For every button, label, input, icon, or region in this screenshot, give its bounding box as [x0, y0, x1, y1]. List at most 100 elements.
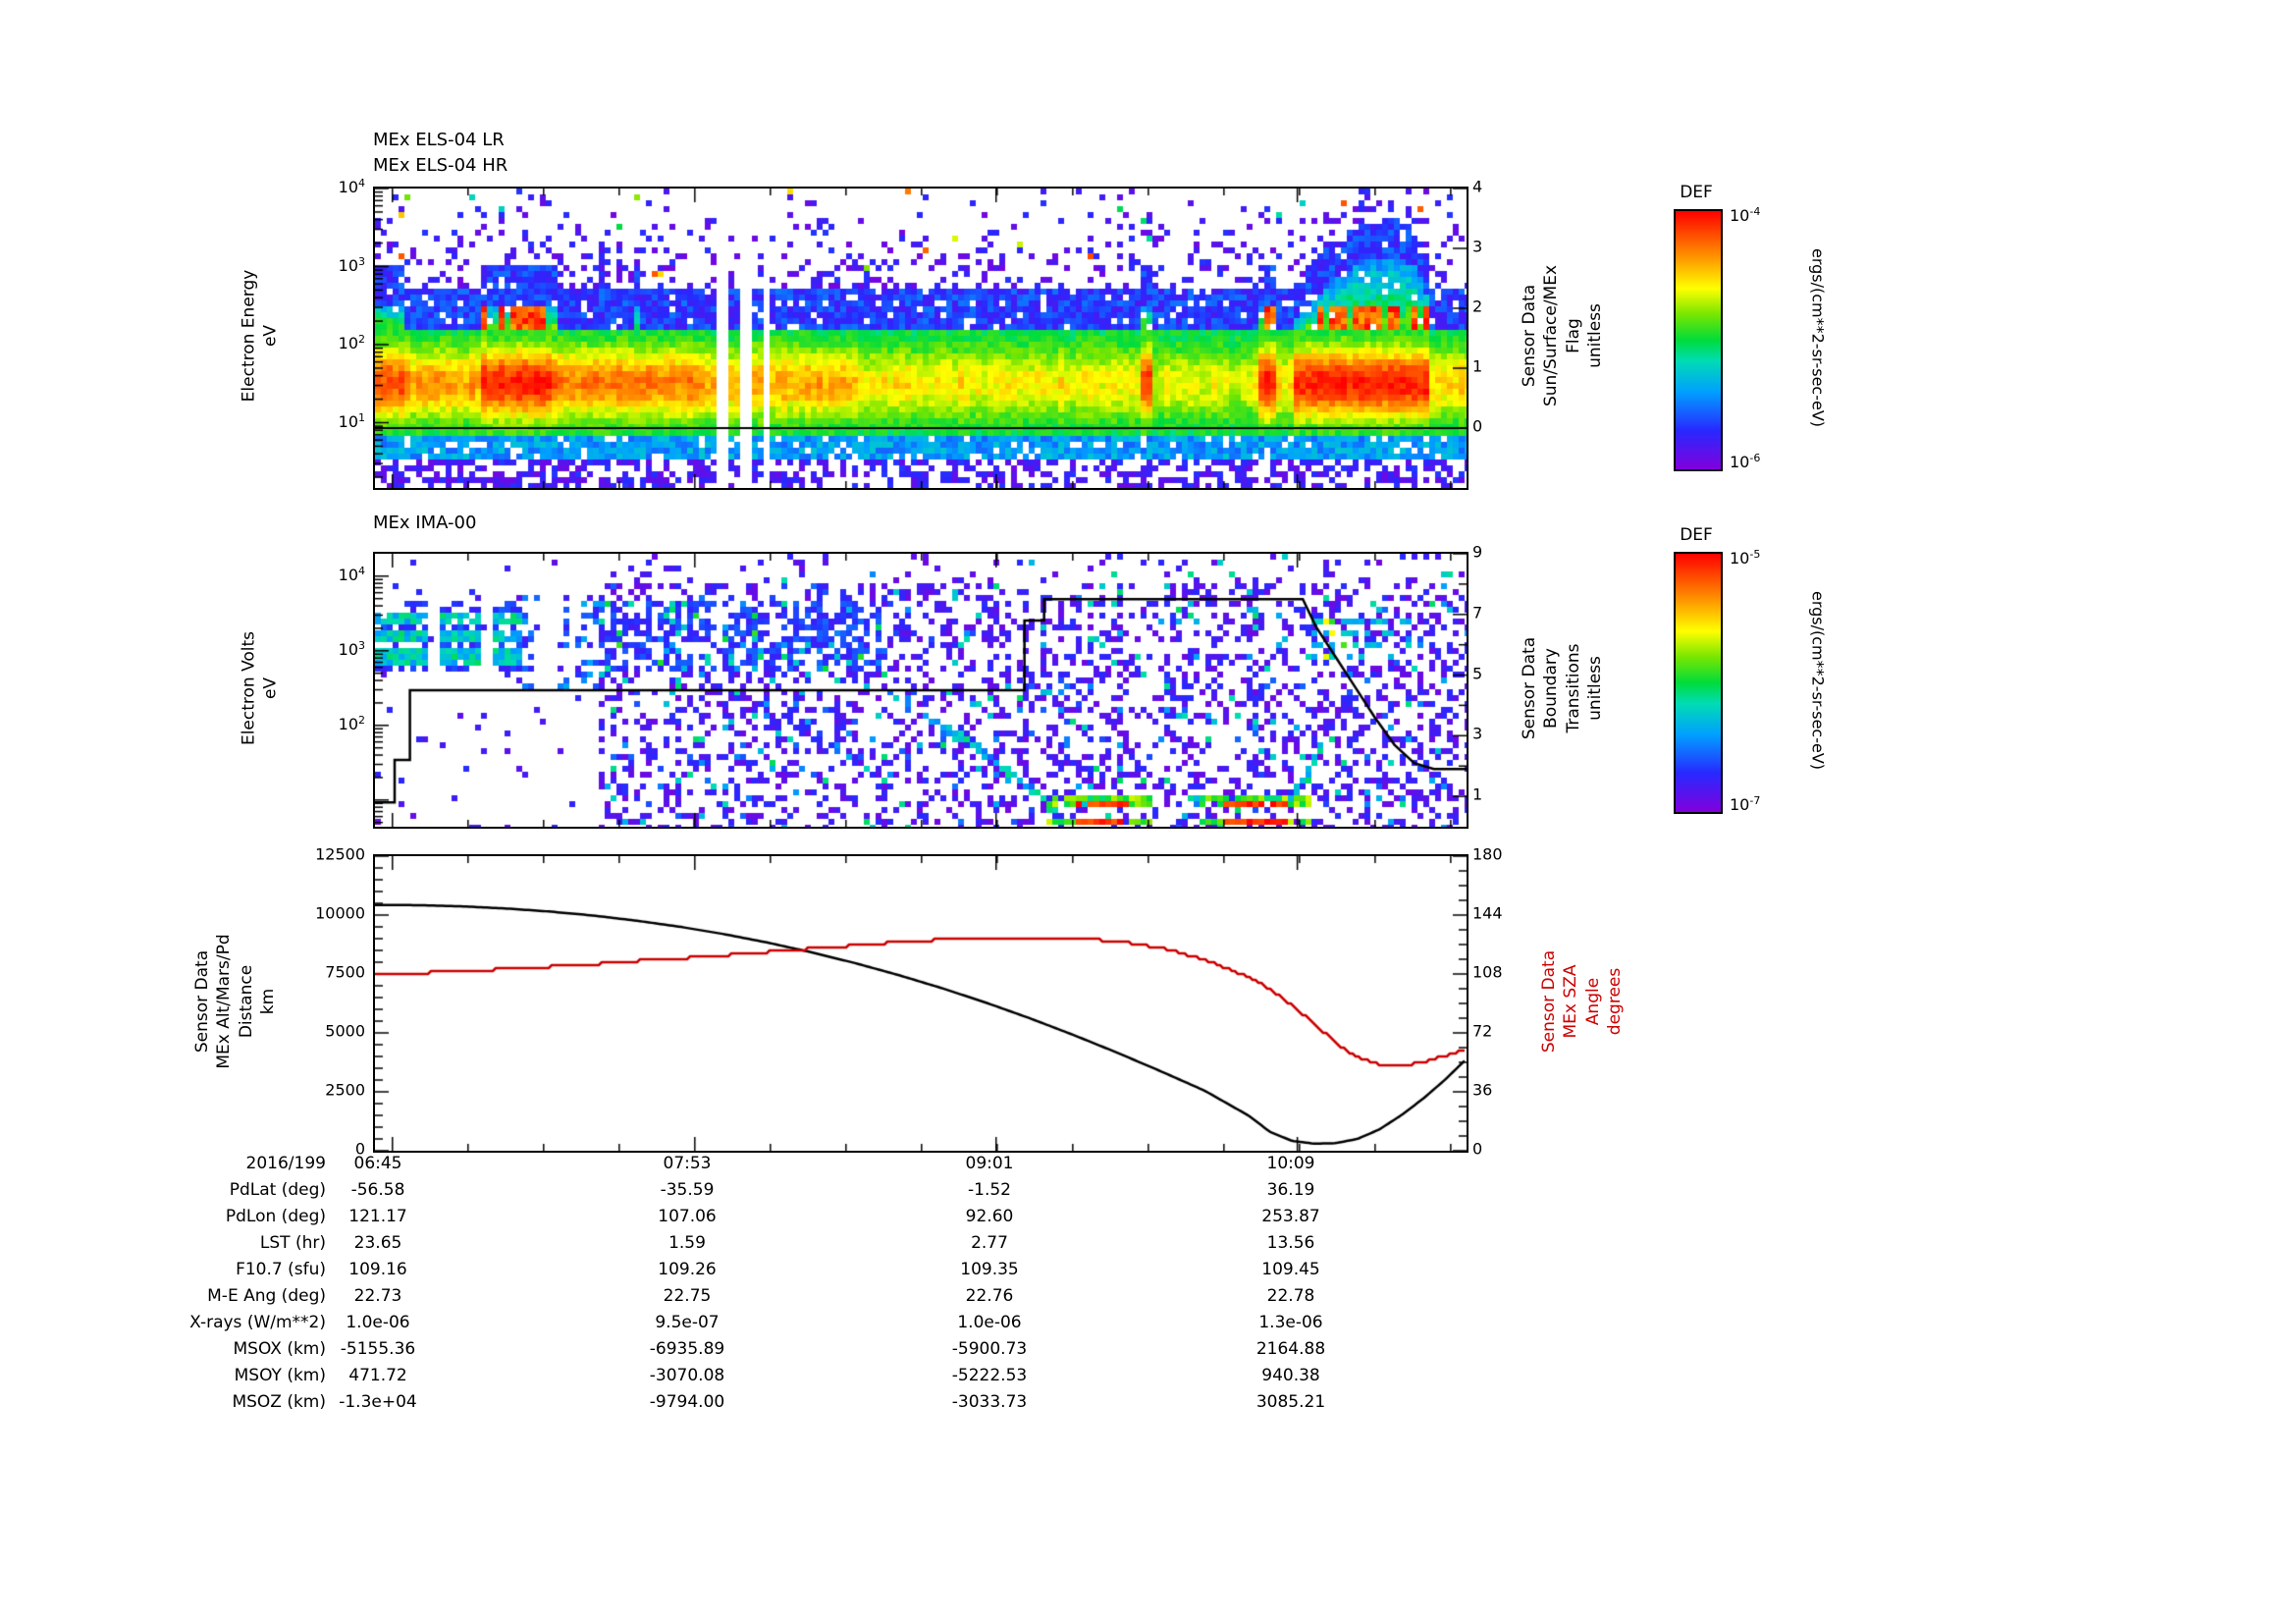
ima-spectrogram-canvas	[375, 554, 1467, 827]
els-title-line1: MEx ELS-04 LR	[373, 130, 505, 150]
table-cell: -5155.36	[340, 1339, 416, 1359]
table-cell: -35.59	[660, 1180, 715, 1200]
ima-right-tick-label: 3	[1472, 724, 1483, 743]
table-cell: 23.65	[353, 1233, 402, 1253]
table-cell: 121.17	[348, 1207, 407, 1226]
table-cell: 10:09	[1266, 1154, 1315, 1173]
sza-right-tick-label: 180	[1472, 844, 1503, 864]
sza-right-tick-label: 72	[1472, 1021, 1493, 1041]
alt-y-tick-label: 10000	[315, 903, 365, 923]
table-cell: 109.16	[348, 1260, 407, 1279]
table-row-label: M-E Ang (deg)	[207, 1286, 326, 1306]
sza-right-tick-label: 144	[1472, 903, 1503, 923]
table-cell: 940.38	[1261, 1366, 1320, 1385]
ima-y-tick-label: 102	[338, 713, 365, 733]
table-cell: 253.87	[1261, 1207, 1320, 1226]
colorbar2-title: DEF	[1680, 525, 1713, 545]
ima-y-tick-label: 103	[338, 638, 365, 659]
colorbar-def-1	[1674, 209, 1723, 471]
table-cell: -1.3e+04	[339, 1392, 417, 1412]
els-right-tick-label: 2	[1472, 297, 1483, 316]
table-cell: -56.58	[350, 1180, 405, 1200]
table-cell: 22.78	[1266, 1286, 1315, 1306]
ima-spectrogram-panel	[373, 552, 1468, 829]
els-right-tick-label: 1	[1472, 356, 1483, 376]
table-cell: 92.60	[965, 1207, 1014, 1226]
table-cell: 109.45	[1261, 1260, 1320, 1279]
colorbar1-bottom-label: 10-6	[1730, 451, 1761, 472]
table-row-label: MSOY (km)	[234, 1366, 326, 1385]
colorbar1-title: DEF	[1680, 183, 1713, 202]
els-y-tick-label: 103	[338, 254, 365, 275]
table-cell: -5900.73	[951, 1339, 1028, 1359]
table-row-label: PdLat (deg)	[229, 1180, 326, 1200]
colorbar-def-2	[1674, 552, 1723, 814]
alt-y-tick-label: 0	[354, 1139, 365, 1159]
altitude-sza-canvas	[375, 856, 1467, 1151]
table-cell: -3033.73	[951, 1392, 1028, 1412]
els-y-tick-label: 102	[338, 332, 365, 353]
table-cell: -5222.53	[951, 1366, 1028, 1385]
els-right-tick-label: 4	[1472, 177, 1483, 196]
sza-right-tick-label: 0	[1472, 1139, 1483, 1159]
ima-right-axis-label: Sensor Data Boundary Transitions unitles…	[1520, 636, 1606, 740]
table-cell: 109.26	[658, 1260, 717, 1279]
ima-title: MEx IMA-00	[373, 513, 477, 533]
table-cell: 1.0e-06	[346, 1313, 410, 1332]
alt-y-tick-label: 7500	[325, 962, 365, 982]
table-row-label: 2016/199	[245, 1154, 326, 1173]
els-spectrogram-canvas	[375, 189, 1467, 488]
els-y-tick-label: 101	[338, 410, 365, 431]
table-row-label: LST (hr)	[259, 1233, 326, 1253]
els-right-axis-label: Sensor Data Sun/Surface/MEx Flag unitles…	[1520, 264, 1606, 407]
table-cell: 22.75	[663, 1286, 712, 1306]
table-cell: 3085.21	[1255, 1392, 1326, 1412]
table-row-label: F10.7 (sfu)	[236, 1260, 326, 1279]
alt-y-tick-label: 5000	[325, 1021, 365, 1041]
colorbar1-unit-label: ergs/(cm**2-sr-sec-eV)	[1808, 247, 1828, 428]
els-y-tick-label: 104	[338, 176, 365, 197]
ima-right-tick-label: 1	[1472, 784, 1483, 804]
table-cell: 22.76	[965, 1286, 1014, 1306]
table-row-label: X-rays (W/m**2)	[189, 1313, 326, 1332]
els-y-axis-label: Electron Energy eV	[239, 269, 281, 403]
table-cell: 2164.88	[1255, 1339, 1326, 1359]
table-cell: 07:53	[663, 1154, 712, 1173]
colorbar2-top-label: 10-5	[1730, 547, 1761, 568]
table-row-label: MSOX (km)	[233, 1339, 326, 1359]
els-spectrogram-panel	[373, 187, 1468, 490]
ima-y-tick-label: 104	[338, 564, 365, 584]
colorbar2-bottom-label: 10-7	[1730, 793, 1761, 815]
table-cell: -9794.00	[649, 1392, 725, 1412]
table-cell: 107.06	[658, 1207, 717, 1226]
colorbar2-unit-label: ergs/(cm**2-sr-sec-eV)	[1808, 590, 1828, 771]
colorbar1-top-label: 10-4	[1730, 204, 1761, 226]
table-cell: 1.0e-06	[957, 1313, 1022, 1332]
table-cell: 9.5e-07	[655, 1313, 720, 1332]
els-right-tick-label: 3	[1472, 237, 1483, 256]
sza-right-tick-label: 36	[1472, 1080, 1493, 1100]
table-cell: -3070.08	[649, 1366, 725, 1385]
sza-right-axis-label: Sensor Data MEx SZA Angle degrees	[1539, 949, 1626, 1054]
table-cell: 13.56	[1266, 1233, 1315, 1253]
table-cell: 1.59	[668, 1233, 706, 1253]
alt-y-tick-label: 2500	[325, 1080, 365, 1100]
table-cell: 471.72	[348, 1366, 407, 1385]
altitude-sza-panel	[373, 854, 1468, 1153]
alt-y-tick-label: 12500	[315, 844, 365, 864]
table-cell: -6935.89	[649, 1339, 725, 1359]
table-cell: 22.73	[353, 1286, 402, 1306]
els-right-tick-label: 0	[1472, 416, 1483, 436]
table-cell: 109.35	[960, 1260, 1019, 1279]
ima-right-tick-label: 9	[1472, 542, 1483, 562]
table-cell: 1.3e-06	[1258, 1313, 1323, 1332]
table-row-label: MSOZ (km)	[232, 1392, 326, 1412]
els-title-line2: MEx ELS-04 HR	[373, 155, 508, 176]
sza-right-tick-label: 108	[1472, 962, 1503, 982]
ima-y-axis-label: Electron Volts eV	[239, 630, 281, 746]
ima-right-tick-label: 7	[1472, 603, 1483, 622]
table-cell: 36.19	[1266, 1180, 1315, 1200]
table-cell: 09:01	[965, 1154, 1014, 1173]
ima-right-tick-label: 5	[1472, 664, 1483, 683]
